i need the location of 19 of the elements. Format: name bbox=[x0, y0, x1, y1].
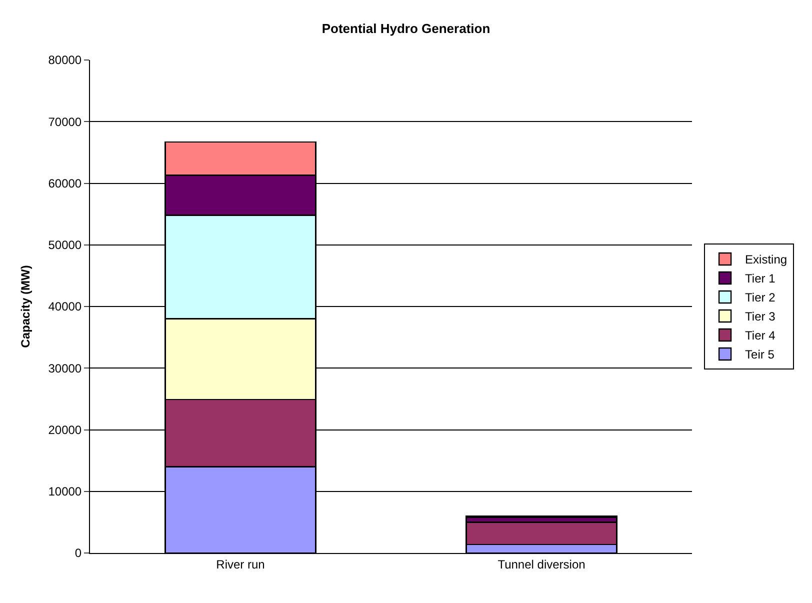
y-tick-label: 40000 bbox=[48, 300, 82, 314]
y-tick-label: 60000 bbox=[48, 176, 82, 190]
y-tick-label: 30000 bbox=[48, 361, 82, 376]
y-tick-label: 50000 bbox=[48, 238, 82, 252]
legend-label: Tier 4 bbox=[745, 328, 776, 343]
chart-title: Potential Hydro Generation bbox=[322, 21, 490, 36]
x-tick-label: River run bbox=[216, 557, 265, 572]
legend-label: Tier 2 bbox=[745, 290, 776, 305]
y-tick-label: 70000 bbox=[48, 114, 82, 129]
y-tick-label: 80000 bbox=[48, 53, 82, 68]
legend-label: Existing bbox=[745, 252, 788, 267]
legend-label: Tier 1 bbox=[745, 272, 776, 286]
y-tick-label: 20000 bbox=[48, 422, 82, 437]
legend-label: Teir 5 bbox=[745, 348, 775, 362]
legend-label: Tier 3 bbox=[745, 310, 776, 324]
y-axis-title: Capacity (MW) bbox=[18, 265, 33, 348]
x-tick-label: Tunnel diversion bbox=[498, 557, 586, 572]
y-tick-label: 10000 bbox=[48, 484, 82, 499]
y-tick-label: 0 bbox=[74, 546, 82, 560]
